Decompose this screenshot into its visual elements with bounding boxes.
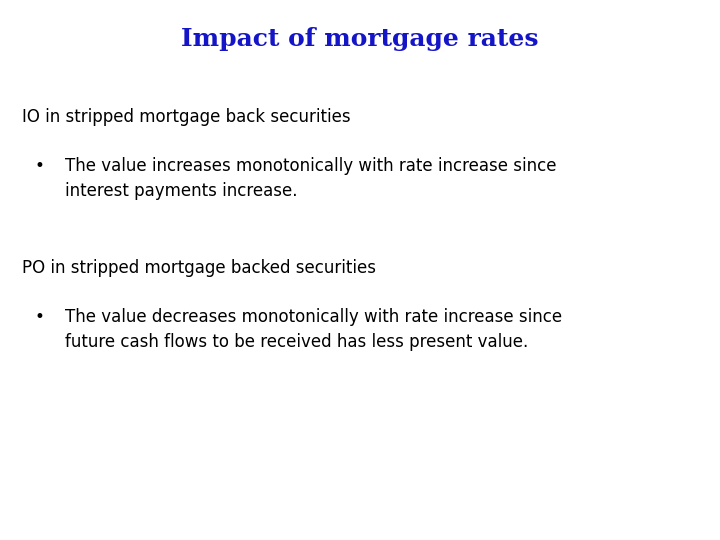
Text: •: • [35,157,45,174]
Text: •: • [35,308,45,326]
Text: Impact of mortgage rates: Impact of mortgage rates [181,27,539,51]
Text: The value increases monotonically with rate increase since
interest payments inc: The value increases monotonically with r… [65,157,557,200]
Text: The value decreases monotonically with rate increase since
future cash flows to : The value decreases monotonically with r… [65,308,562,351]
Text: IO in stripped mortgage back securities: IO in stripped mortgage back securities [22,108,350,126]
Text: PO in stripped mortgage backed securities: PO in stripped mortgage backed securitie… [22,259,376,277]
